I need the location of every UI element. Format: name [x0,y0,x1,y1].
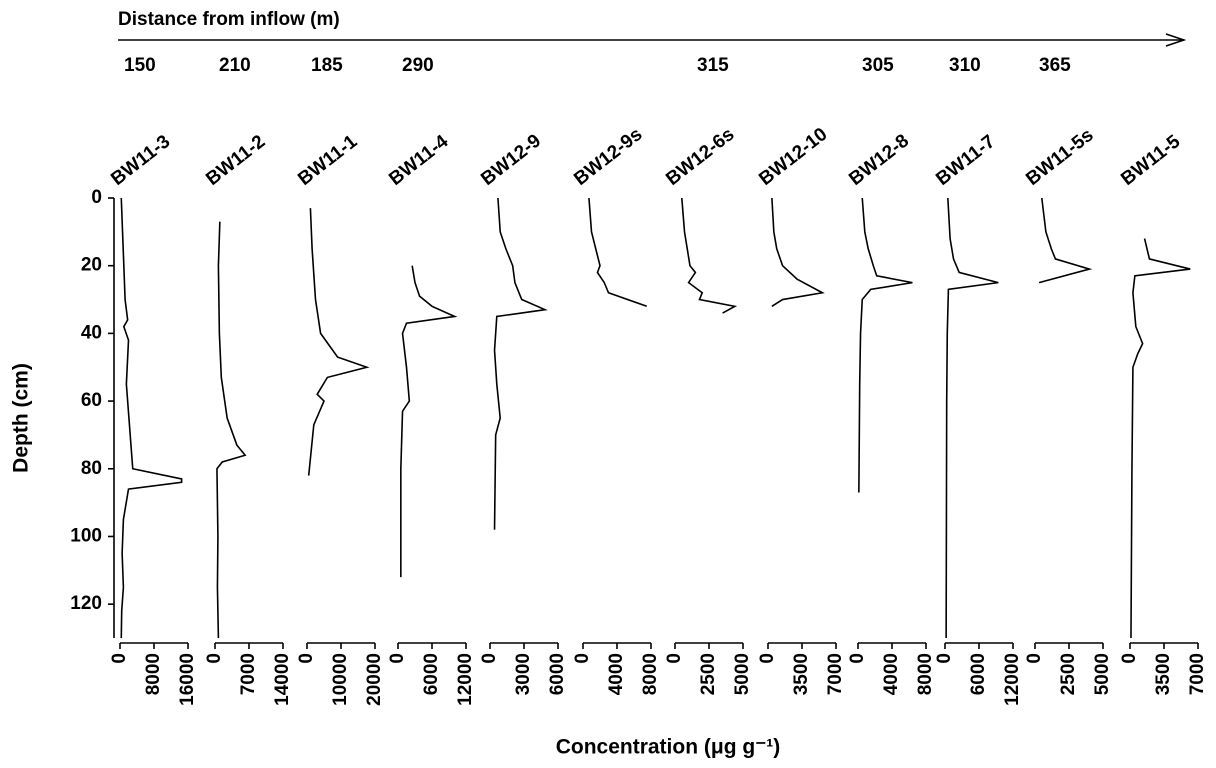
x-tick-label: 0 [296,653,317,664]
x-tick-label: 3500 [791,653,812,695]
profile-line [216,221,247,639]
x-axis-label: Concentration (μg g⁻¹) [556,736,781,759]
distance-label: 305 [862,55,894,76]
profile-line [588,197,648,308]
x-tick-label: 8000 [143,653,164,695]
panel-title: BW12-10 [755,124,831,190]
x-tick-label: 0 [387,653,408,664]
panel-title: BW11-4 [385,131,452,190]
panel-title: BW11-3 [107,131,174,190]
x-tick-label: 0 [847,653,868,664]
x-tick-label: 0 [479,653,500,664]
x-tick-label: 2500 [698,653,719,695]
y-tick-label: 0 [91,187,102,208]
x-tick-label: 4000 [606,653,627,695]
x-tick-label: 0 [1024,653,1045,664]
x-tick-label: 12000 [455,653,476,706]
y-tick-label: 60 [81,390,102,411]
x-tick-label: 10000 [330,653,351,706]
x-tick-label: 6000 [421,653,442,695]
y-tick-label: 120 [70,593,102,614]
distance-label: 315 [697,55,729,76]
profile-line [1038,197,1093,284]
x-tick-label: 8000 [915,653,936,695]
x-tick-label: 8000 [640,653,661,695]
panel-title: BW11-5 [1117,131,1184,190]
x-tick-label: 16000 [177,653,198,706]
distance-label: 365 [1039,55,1071,76]
x-tick-label: 0 [934,653,955,664]
x-tick-label: 0 [204,653,225,664]
x-tick-label: 4000 [881,653,902,695]
x-tick-label: 0 [1119,653,1140,664]
x-tick-label: 5000 [732,653,753,695]
x-tick-label: 6000 [547,653,568,695]
panel-title: BW11-5s [1022,125,1097,190]
x-tick-label: 7000 [1187,653,1208,695]
profile-line [945,197,999,639]
panel-title: BW12-6s [662,124,738,190]
panel-title: BW12-9 [477,130,545,189]
figure-title: Distance from inflow (m) [118,9,340,30]
profile-line [771,197,825,307]
x-tick-label: 0 [572,653,593,664]
x-tick-label: 20000 [364,653,385,706]
distance-label: 150 [124,55,156,76]
x-tick-label: 6000 [968,653,989,695]
panel-title: BW11-1 [294,131,361,190]
y-tick-label: 40 [81,322,102,343]
panel-title: BW11-2 [202,131,269,190]
x-tick-label: 7000 [238,653,259,695]
distance-label: 210 [219,55,251,76]
panel-title: BW12-8 [845,130,913,189]
distance-label: 185 [311,55,343,76]
y-tick-label: 100 [70,525,102,546]
y-tick-label: 80 [81,458,102,479]
x-tick-label: 0 [757,653,778,664]
x-tick-label: 3000 [513,653,534,695]
x-tick-label: 0 [664,653,685,664]
x-tick-label: 14000 [272,653,293,706]
x-tick-label: 7000 [825,653,846,695]
profile-line [307,208,370,476]
x-tick-label: 12000 [1002,653,1023,706]
profile-line [120,197,183,639]
y-axis-label: Depth (cm) [10,363,33,473]
profile-line [858,197,913,493]
profile-line [400,265,458,578]
panel-title: BW12-9s [570,124,646,190]
x-tick-label: 5000 [1092,653,1113,695]
x-tick-label: 0 [109,653,130,664]
panel-title: BW11-7 [932,131,999,190]
x-tick-label: 3500 [1153,653,1174,695]
profile-line [1130,238,1191,639]
distance-label: 290 [402,55,434,76]
profile-line [493,197,548,530]
profile-line [681,197,738,314]
x-tick-label: 2500 [1058,653,1079,695]
distance-label: 310 [949,55,981,76]
y-tick-label: 20 [81,255,102,276]
